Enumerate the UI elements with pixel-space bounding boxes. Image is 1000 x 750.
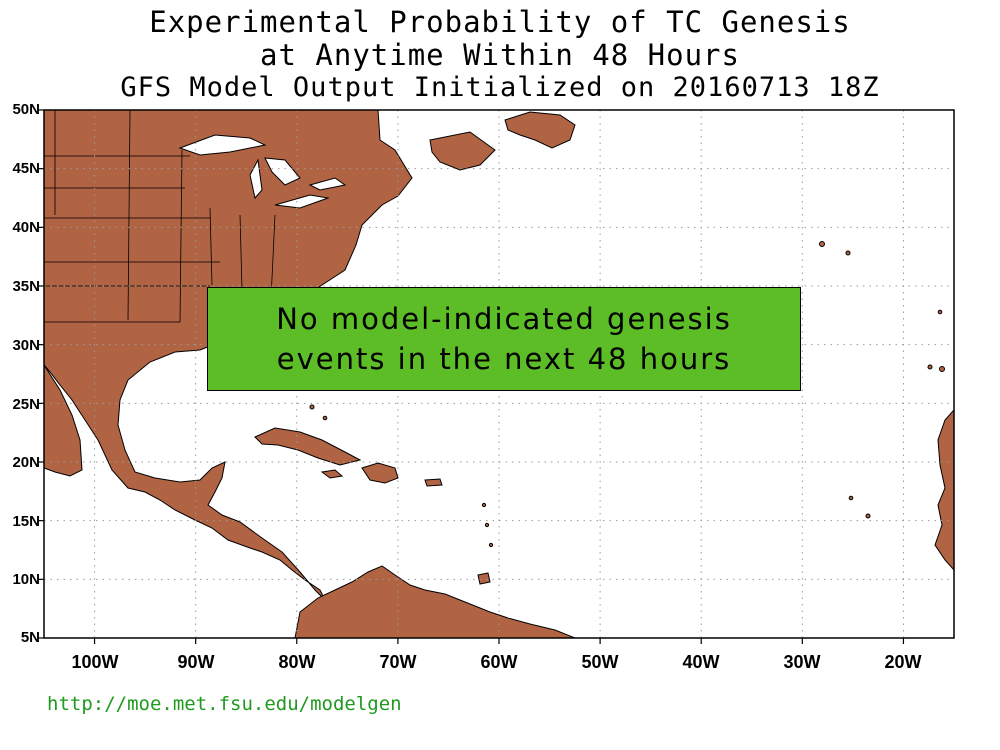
azores-island: [819, 241, 825, 247]
lon-label: 40W: [682, 652, 720, 672]
title-line-3: GFS Model Output Initialized on 20160713…: [120, 72, 880, 103]
lon-label: 30W: [783, 652, 821, 672]
trinidad-land: [477, 572, 491, 585]
canary-island: [939, 366, 945, 372]
africa-land: [934, 409, 954, 571]
lat-label: 35N: [12, 278, 40, 295]
lesser-antilles-island: [481, 502, 487, 508]
lon-label: 80W: [278, 652, 316, 672]
hispaniola-land: [361, 462, 399, 484]
lon-label: 20W: [884, 652, 922, 672]
message-line-2: events in the next 48 hours: [276, 342, 732, 376]
lat-label: 10N: [12, 571, 40, 588]
cape-verde-island: [865, 513, 871, 519]
political-borders: [44, 109, 276, 323]
lon-label: 60W: [480, 652, 518, 672]
lat-label: 30N: [12, 337, 40, 354]
lon-label: 50W: [581, 652, 619, 672]
title-line-2: at Anytime Within 48 Hours: [260, 38, 740, 72]
lat-label: 25N: [12, 396, 40, 413]
north-america-land: [44, 110, 413, 601]
lesser-antilles-island: [484, 522, 490, 528]
lat-label: 15N: [12, 513, 40, 530]
lat-label: 5N: [20, 629, 40, 646]
bahamas-island: [309, 404, 315, 410]
title-line-1: Experimental Probability of TC Genesis: [149, 5, 851, 39]
lon-label: 90W: [177, 652, 215, 672]
no-genesis-message: No model-indicated genesis events in the…: [207, 287, 801, 391]
lat-label: 40N: [12, 219, 40, 236]
great-lakes: [178, 134, 347, 209]
lat-label: 20N: [12, 454, 40, 471]
lon-label: 70W: [379, 652, 417, 672]
madeira-island: [937, 309, 943, 315]
puerto-rico-land: [424, 478, 443, 487]
canary-island: [927, 364, 933, 370]
mexico-west-land: [44, 364, 83, 477]
nova-scotia-land: [429, 131, 496, 171]
cape-verde-island: [848, 495, 854, 501]
jamaica-land: [320, 469, 344, 479]
azores-island: [845, 250, 851, 256]
newfoundland-land: [504, 111, 576, 149]
message-line-1: No model-indicated genesis: [276, 302, 732, 336]
south-america-land: [294, 565, 576, 638]
source-url-link[interactable]: http://moe.met.fsu.edu/modelgen: [47, 693, 402, 715]
lat-label: 45N: [12, 160, 40, 177]
lon-label: 100W: [71, 652, 119, 672]
axis-ticks: [38, 109, 905, 644]
lesser-antilles-island: [488, 542, 494, 548]
lat-label: 50N: [12, 101, 40, 118]
bahamas-island: [322, 415, 328, 421]
